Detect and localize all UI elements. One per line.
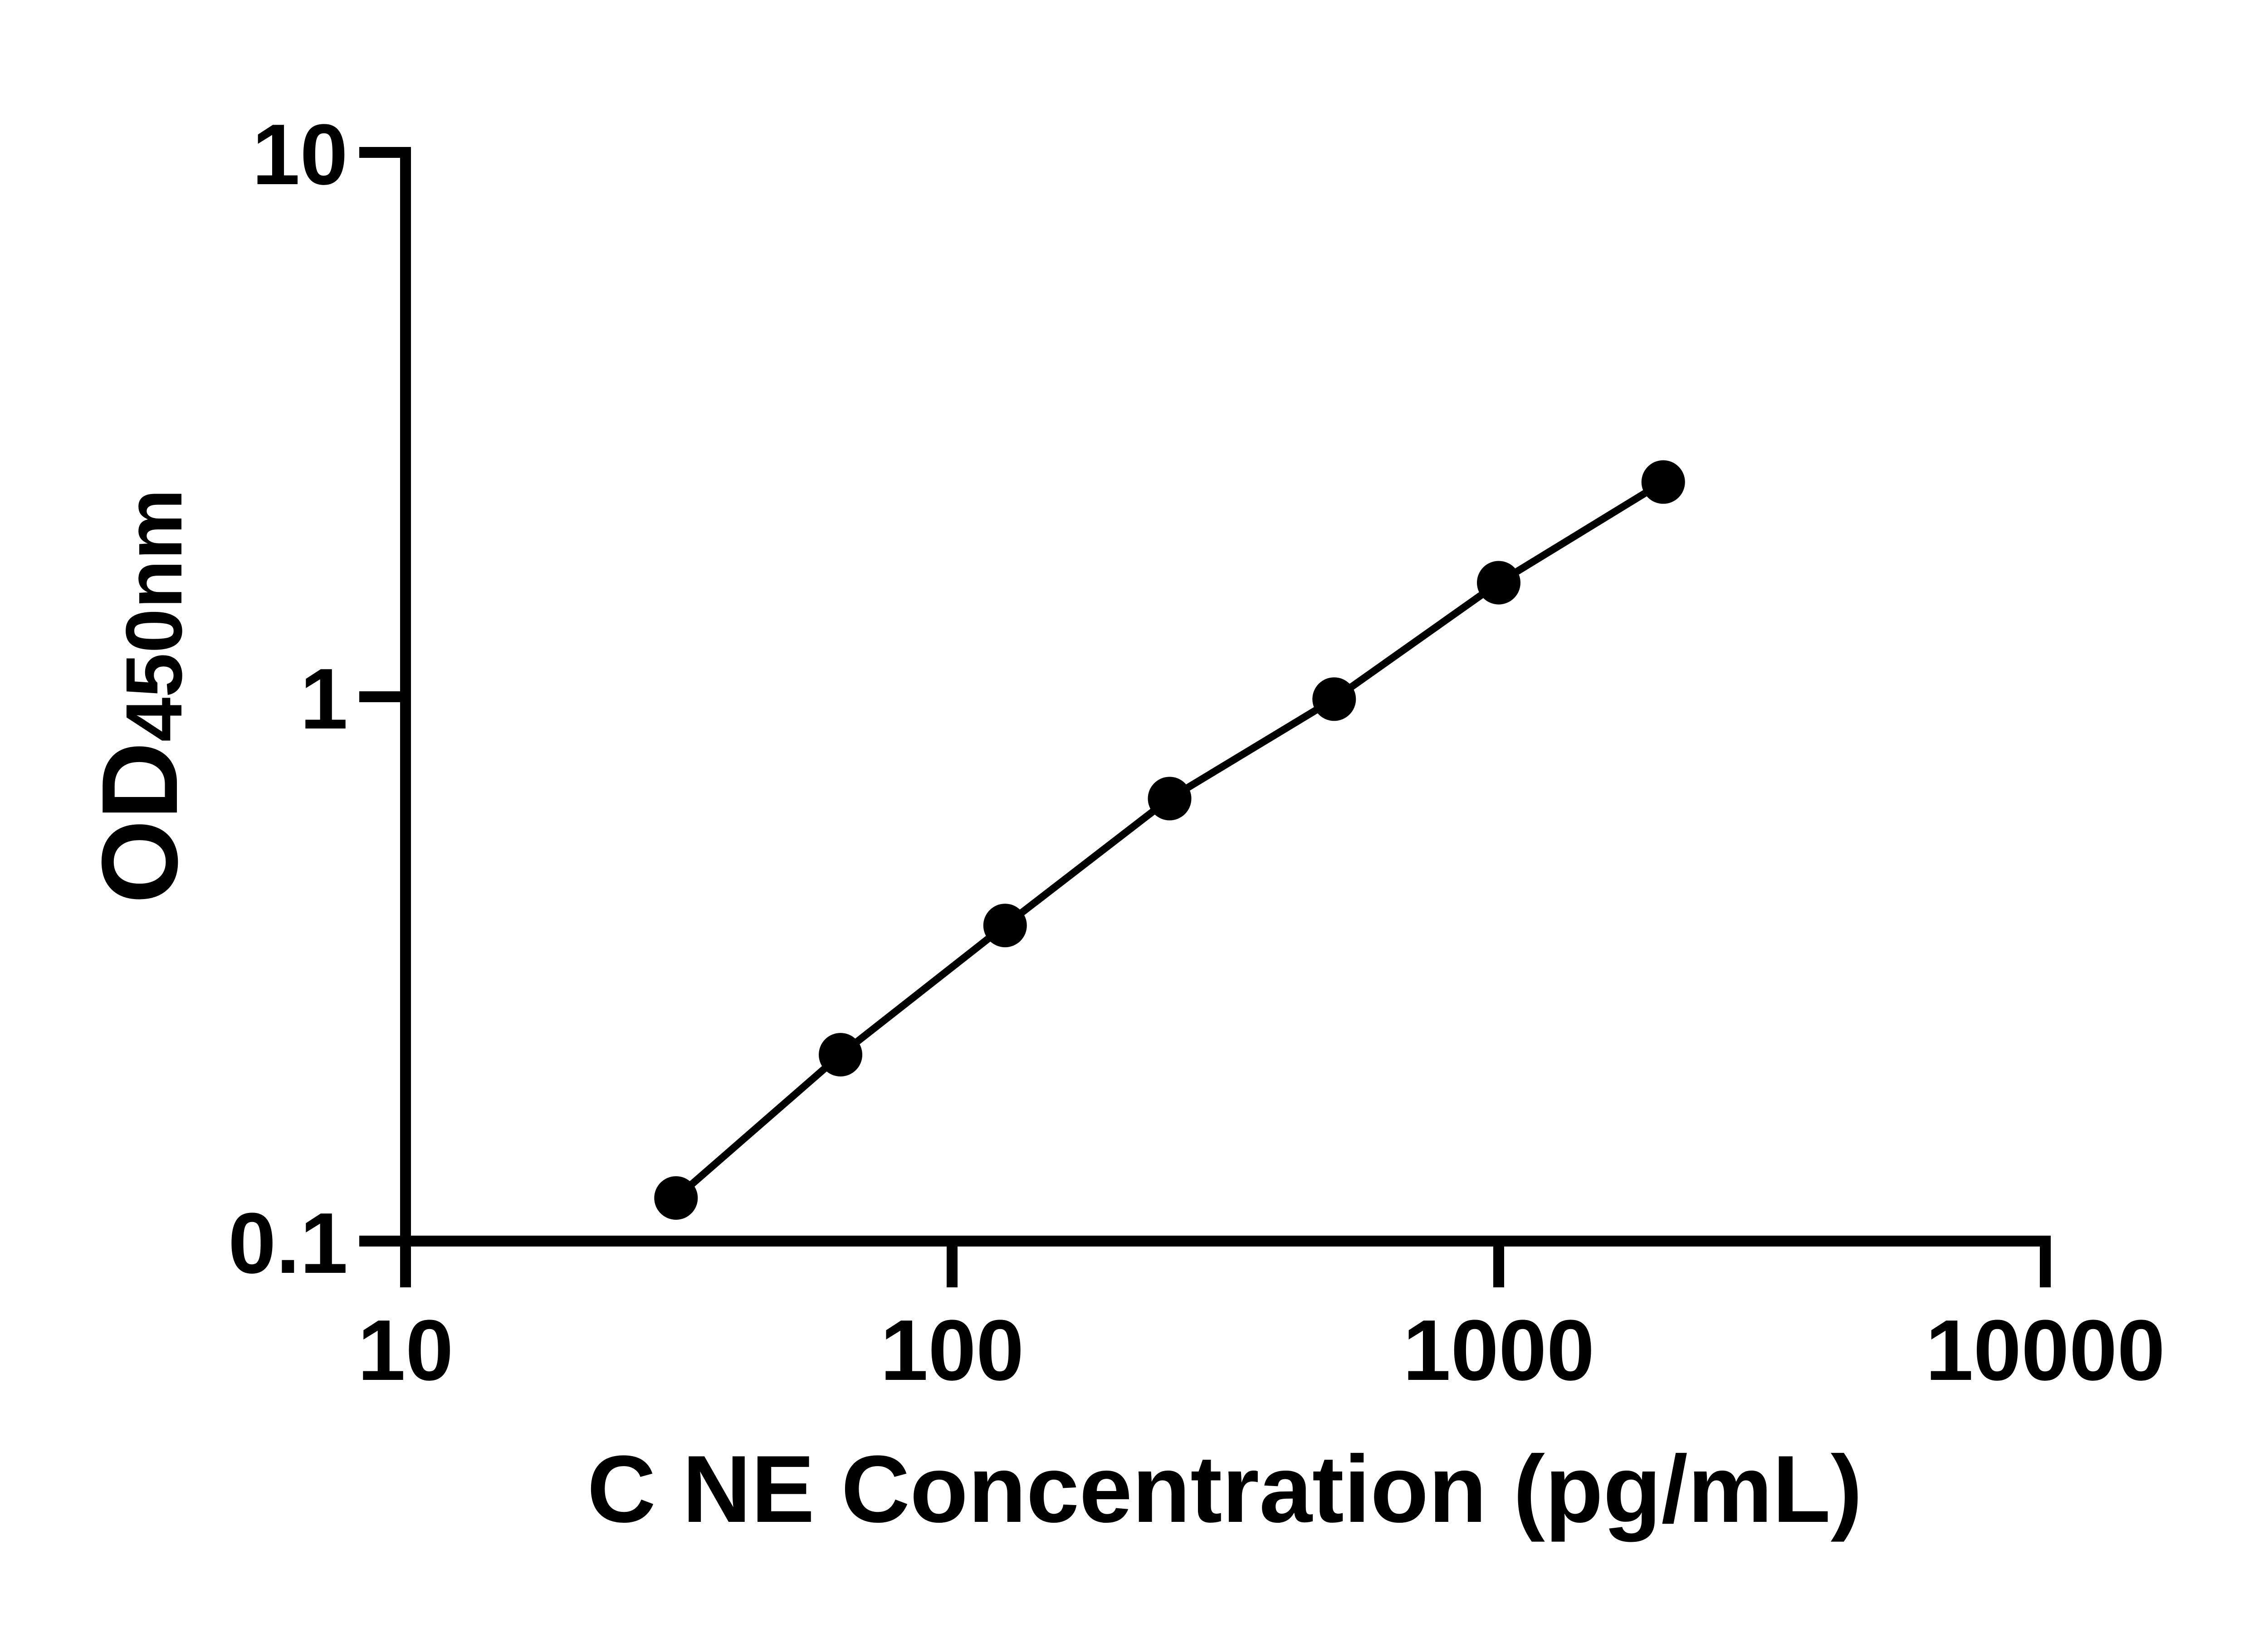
y-axis: 0.1 1 10 xyxy=(228,107,411,1291)
y-axis-title-subscript: 450nm xyxy=(110,489,199,742)
x-axis-title: C NE Concentration (pg/mL) xyxy=(587,1436,1862,1542)
data-point xyxy=(654,1176,698,1220)
x-tick-label: 1000 xyxy=(1403,1302,1595,1398)
y-axis-title-main: OD xyxy=(80,742,200,904)
data-point xyxy=(1148,777,1192,821)
data-point xyxy=(1641,460,1685,504)
x-axis: 10 100 1000 10000 xyxy=(357,1236,2165,1398)
x-tick-label: 100 xyxy=(880,1302,1024,1398)
data-point xyxy=(1312,677,1356,721)
x-tick-label: 10 xyxy=(357,1302,453,1398)
standard-curve-series xyxy=(654,460,1685,1220)
x-tick-label: 10000 xyxy=(1926,1302,2165,1398)
y-tick-label: 0.1 xyxy=(228,1195,348,1291)
y-tick-label: 1 xyxy=(300,651,348,747)
y-tick-label: 10 xyxy=(252,107,348,203)
y-axis-title: OD450nm xyxy=(80,489,200,904)
data-point xyxy=(1477,561,1520,605)
data-point xyxy=(819,1033,863,1077)
data-point xyxy=(983,904,1027,948)
